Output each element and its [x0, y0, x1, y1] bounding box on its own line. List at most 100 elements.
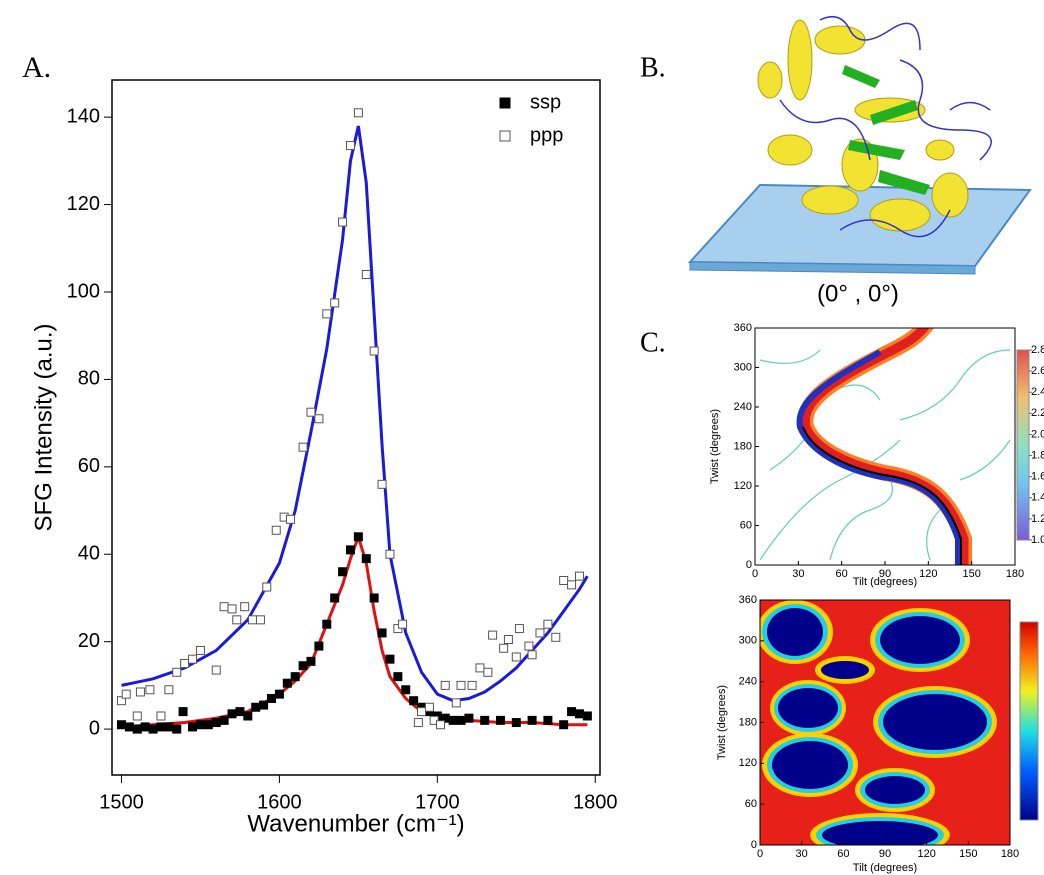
colorbar — [1016, 349, 1030, 541]
data-point — [251, 702, 261, 712]
data-point — [314, 641, 324, 651]
data-point — [448, 715, 458, 725]
data-point — [338, 217, 348, 227]
panel-label: A. — [22, 51, 51, 84]
data-point — [503, 634, 513, 644]
data-point — [567, 707, 577, 717]
colorbar-label: 2.0 — [1031, 428, 1044, 440]
x-axis-label: Wavenumber (cm⁻¹) — [247, 810, 464, 837]
y-tick-label: 40 — [78, 543, 100, 565]
data-point — [124, 722, 134, 732]
y-tick-label: 140 — [67, 105, 100, 127]
data-point — [235, 707, 245, 717]
data-point — [527, 650, 537, 660]
x-tick-label: 180 — [1001, 848, 1019, 860]
y-tick-label: 180 — [739, 716, 757, 728]
data-point — [511, 718, 521, 728]
x-tick-label: 1500 — [99, 791, 144, 813]
y-tick-label: 120 — [734, 480, 752, 492]
legend-marker — [499, 97, 511, 109]
data-point — [413, 718, 423, 728]
y-tick-label: 360 — [739, 594, 757, 606]
data-point — [330, 298, 340, 308]
colorbar-label: 1.2 — [1031, 513, 1044, 525]
data-point — [298, 661, 308, 671]
data-point — [464, 713, 474, 723]
y-tick-label: 20 — [78, 630, 100, 652]
y-axis-label: SFG Intensity (a.u.) — [30, 323, 57, 531]
y-tick-label: 0 — [751, 839, 757, 851]
data-point — [409, 696, 419, 706]
y-tick-label: 120 — [67, 193, 100, 215]
legend-label: ssp — [530, 91, 561, 113]
data-point — [188, 722, 198, 732]
data-point — [338, 567, 348, 577]
data-point — [240, 602, 250, 612]
data-point — [248, 615, 258, 625]
data-point — [314, 414, 324, 424]
data-point — [219, 602, 229, 612]
data-point — [527, 715, 537, 725]
data-point — [290, 672, 300, 682]
data-point — [424, 702, 434, 712]
data-point — [582, 711, 592, 721]
plot-frame — [111, 79, 601, 776]
x-tick-label: 1800 — [573, 791, 618, 813]
data-point — [262, 582, 272, 592]
x-tick-label: 90 — [879, 568, 891, 580]
y-tick-label: 240 — [739, 676, 757, 688]
x-tick-label: 60 — [836, 568, 848, 580]
x-tick-label: 150 — [962, 568, 980, 580]
x-axis-label: Tilt (degrees) — [853, 862, 917, 874]
data-point — [401, 685, 411, 695]
x-tick-label: 120 — [917, 848, 935, 860]
data-point — [243, 711, 253, 721]
x-tick-label: 1600 — [257, 791, 302, 813]
data-point — [164, 685, 174, 695]
y-tick-label: 120 — [739, 757, 757, 769]
data-point — [259, 700, 269, 710]
data-point — [232, 615, 242, 625]
y-axis-label: Twist (degrees) — [716, 685, 728, 760]
protein-diagram — [687, 15, 1032, 275]
data-point — [271, 525, 281, 535]
y-tick-label: 60 — [745, 798, 757, 810]
contour-field — [755, 328, 1015, 565]
data-point — [132, 724, 142, 734]
x-tick-label: 30 — [796, 848, 808, 860]
data-point — [345, 141, 355, 151]
colorbar — [1019, 621, 1039, 821]
x-tick-label: 150 — [959, 848, 977, 860]
data-point — [559, 575, 569, 585]
caption: (0° , 0°) — [817, 280, 899, 307]
data-point — [116, 696, 126, 706]
data-point — [156, 722, 166, 732]
data-point — [211, 665, 221, 675]
data-point — [385, 654, 395, 664]
data-point — [551, 632, 561, 642]
data-point — [475, 663, 485, 673]
data-point — [524, 641, 534, 651]
data-point — [172, 724, 182, 734]
data-point — [195, 720, 205, 730]
y-tick-label: 100 — [67, 280, 100, 302]
heatmap-field — [760, 600, 1010, 845]
data-point — [203, 720, 213, 730]
data-point — [195, 645, 205, 655]
data-point — [483, 667, 493, 677]
colorbar-label: 2.6 — [1031, 365, 1044, 377]
x-tick-label: 0 — [752, 568, 758, 580]
data-point — [140, 722, 150, 732]
data-point — [514, 624, 524, 634]
data-point — [306, 656, 316, 666]
colorbar-label: 1.4 — [1031, 492, 1044, 504]
colorbar-label: 1.0 — [1031, 534, 1044, 546]
colorbar-label: 1.8 — [1031, 449, 1044, 461]
data-point — [369, 593, 379, 603]
y-tick-label: 300 — [739, 635, 757, 647]
data-point — [172, 667, 182, 677]
data-point — [451, 698, 461, 708]
data-point — [353, 108, 363, 118]
legend-label: ppp — [530, 124, 563, 146]
